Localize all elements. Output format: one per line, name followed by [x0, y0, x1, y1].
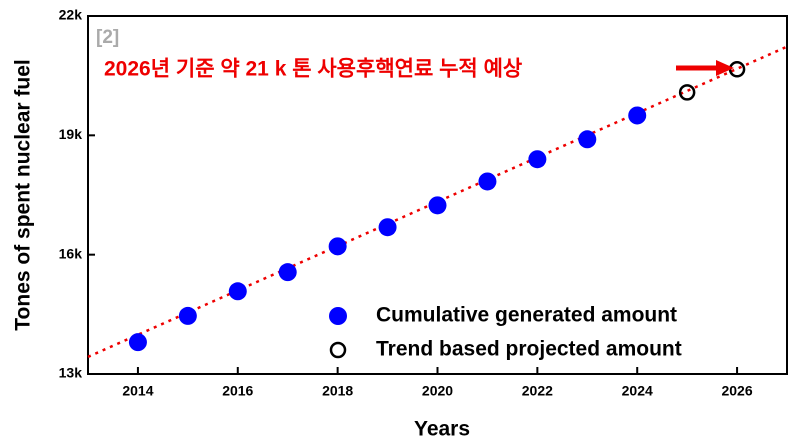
x-tick-label: 2014	[122, 383, 153, 399]
y-axis-title: Tones of spent nuclear fuel	[12, 59, 35, 330]
legend-marker	[329, 307, 347, 325]
annotation-arrowhead	[716, 60, 734, 76]
y-tick-label: 16k	[59, 245, 83, 261]
data-point	[428, 196, 447, 215]
data-point	[228, 282, 247, 301]
legend-label: Trend based projected amount	[376, 338, 682, 361]
x-axis-title: Years	[414, 418, 470, 441]
x-tick-label: 2018	[322, 383, 353, 399]
data-point	[578, 130, 597, 149]
data-point	[378, 218, 397, 237]
annotation: 2026년 기준 약 21 k 톤 사용후핵연료 누적 예상	[104, 57, 522, 81]
data-point	[278, 263, 297, 282]
x-tick-label: 2020	[422, 383, 453, 399]
data-point	[328, 237, 347, 256]
y-tick-label: 19k	[59, 126, 83, 142]
data-point	[728, 61, 746, 78]
legend-label: Cumulative generated amount	[376, 304, 677, 327]
x-tick-label: 2016	[222, 383, 253, 399]
data-point	[128, 333, 147, 352]
data-point	[678, 84, 696, 101]
reference: [2]	[96, 27, 119, 48]
data-point	[628, 106, 647, 125]
x-tick-label: 2024	[622, 383, 653, 399]
y-tick-label: 22k	[59, 7, 83, 23]
data-point	[478, 172, 497, 191]
x-tick-label: 2022	[522, 383, 553, 399]
y-tick-label: 13k	[59, 365, 83, 381]
x-tick-label: 2026	[721, 383, 752, 399]
data-point	[178, 306, 197, 325]
legend-marker	[329, 341, 347, 359]
data-point	[528, 150, 547, 169]
